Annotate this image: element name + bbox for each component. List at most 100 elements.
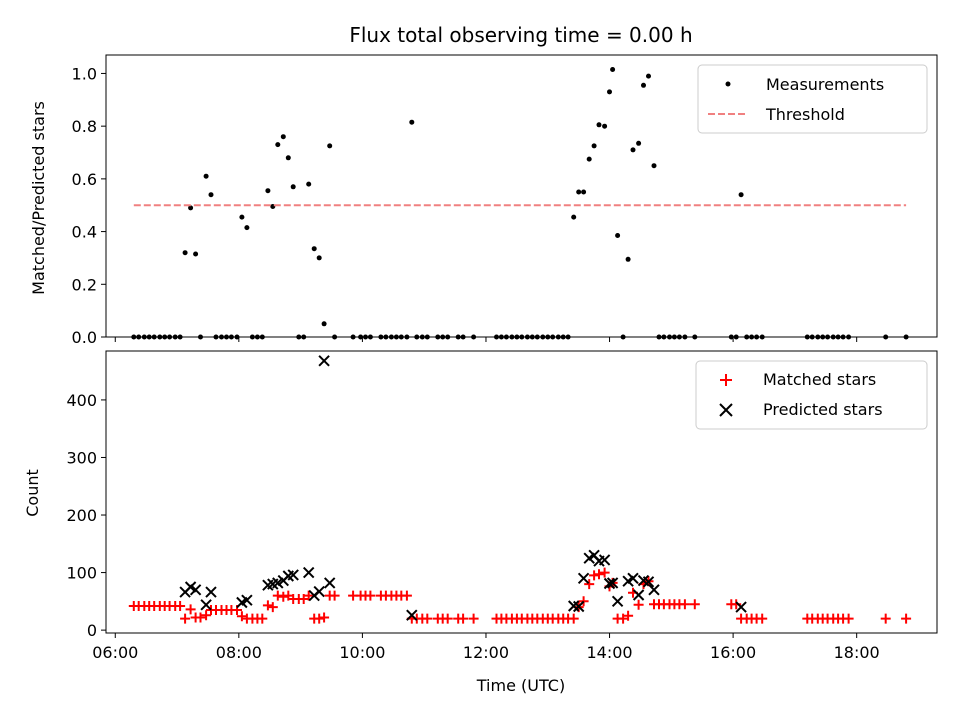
predicted-stars-point — [302, 566, 315, 579]
predicted-stars-point — [241, 594, 253, 606]
measurement-point — [738, 192, 744, 198]
matched-stars-point — [458, 613, 469, 624]
measurement-point — [636, 140, 642, 146]
matched-stars-point — [633, 599, 644, 610]
predicted-stars-point — [200, 599, 212, 611]
count-x-tick-label: 08:00 — [216, 643, 262, 662]
measurement-point — [285, 155, 291, 161]
matched-stars-point — [175, 601, 186, 611]
measurement-point — [646, 73, 651, 79]
ratio-legend: Measurements Threshold — [697, 64, 928, 134]
matched-stars-point — [195, 612, 206, 623]
count-x-tick-label: 14:00 — [586, 643, 632, 662]
count-panel: Count Time (UTC) 06:00 08:00 10:00 12:00 14:… — [23, 350, 938, 695]
predicted-stars-point — [627, 572, 639, 585]
matched-stars-point — [401, 590, 412, 601]
count-series-1 — [128, 567, 912, 624]
measurement-point — [306, 181, 312, 187]
ratio-plot-area: 0.0 0.2 0.4 0.6 0.8 1.0 — [72, 54, 938, 347]
predicted-stars-point — [611, 595, 624, 608]
measurements-legend-marker — [725, 81, 731, 87]
ratio-y-tick-label: 0.6 — [72, 170, 97, 189]
matched-stars-point — [272, 590, 283, 601]
matched-stars-point — [267, 602, 278, 613]
measurement-point — [596, 122, 602, 128]
measurement-point — [586, 156, 592, 162]
matched-stars-point — [689, 599, 700, 610]
predicted-stars-point — [205, 586, 217, 598]
measurement-point — [651, 163, 657, 169]
ratio-y-tick-label: 0.4 — [72, 223, 97, 242]
ratio-y-axis-label: Matched/Predicted stars — [29, 101, 48, 295]
measurement-point — [280, 134, 286, 140]
matched-stars-point — [422, 613, 433, 624]
matched-stars-point — [578, 596, 589, 607]
measurement-point — [591, 143, 597, 149]
predicted-stars-point — [577, 572, 590, 585]
count-y-tick-label: 300 — [66, 448, 97, 467]
matched-stars-point — [757, 613, 768, 624]
matched-stars-point — [589, 570, 600, 581]
matched-stars-point — [257, 613, 268, 624]
measurement-point — [208, 192, 214, 198]
count-y-axis-label: Count — [23, 469, 42, 517]
matched-stars-point — [236, 611, 247, 622]
predicted-stars-point — [323, 577, 336, 589]
measurement-point — [607, 89, 612, 95]
matched-stars-point — [319, 612, 330, 623]
predicted-stars-point — [572, 600, 585, 613]
matched-stars-point — [442, 613, 453, 624]
measurement-point — [581, 189, 587, 195]
measurement-point — [203, 173, 209, 179]
ratio-y-tick-label: 0.8 — [72, 117, 97, 136]
matched-stars-point — [584, 579, 595, 590]
matched-stars-point — [880, 613, 891, 624]
measurement-point — [239, 214, 245, 220]
ratio-y-tick-label: 1.0 — [72, 64, 97, 83]
predicted-stars-point — [318, 355, 330, 367]
count-plot-area: 06:00 08:00 10:00 12:00 14:00 16:00 18:00 0 100 2… — [66, 350, 938, 662]
measurement-point — [571, 214, 577, 220]
count-y-tick-label: 400 — [66, 391, 97, 410]
count-y-tick-label: 200 — [66, 506, 97, 525]
predicted-stars-legend-label: Predicted stars — [763, 400, 883, 419]
matched-stars-point — [329, 590, 340, 601]
measurement-point — [576, 189, 582, 195]
ratio-y-tick-label: 0.2 — [72, 275, 97, 294]
predicted-stars-point — [642, 576, 655, 588]
predicted-stars-point — [287, 569, 299, 581]
ratio-legend-box — [697, 64, 928, 134]
matched-stars-point — [594, 569, 604, 580]
measurement-point — [311, 246, 317, 252]
matched-stars-point — [901, 613, 912, 624]
predicted-stars-point — [406, 609, 418, 621]
ratio-panel: Flux total observing time = 0.00 h Match… — [29, 23, 938, 347]
threshold-legend-label: Threshold — [765, 105, 845, 124]
measurement-point — [321, 321, 327, 327]
measurement-point — [610, 67, 616, 72]
count-y-tick-label: 100 — [66, 564, 97, 583]
x-axis-label: Time (UTC) — [476, 676, 565, 695]
predicted-stars-point — [632, 589, 645, 601]
matched-stars-point — [201, 610, 212, 621]
measurement-point — [602, 123, 608, 129]
predicted-stars-point — [735, 601, 747, 613]
count-x-tick-label: 16:00 — [710, 643, 756, 662]
measurement-point — [275, 142, 281, 148]
measurement-point — [630, 147, 636, 153]
matched-stars-point — [843, 613, 854, 624]
predicted-stars-point — [606, 577, 619, 589]
matched-stars-point — [185, 604, 196, 615]
measurement-point — [327, 143, 333, 149]
ratio-axes-frame — [105, 54, 938, 338]
measurement-point — [409, 119, 415, 125]
count-legend-box — [695, 360, 928, 430]
ratio-y-tick-label: 0.0 — [72, 328, 97, 347]
measurement-point — [316, 255, 322, 261]
matched-stars-legend-label: Matched stars — [763, 370, 876, 389]
predicted-stars-legend-marker — [719, 403, 733, 417]
measurement-point — [625, 256, 631, 262]
measurement-point — [265, 188, 271, 194]
measurements-legend-label: Measurements — [766, 75, 884, 94]
matched-stars-point — [262, 600, 273, 611]
